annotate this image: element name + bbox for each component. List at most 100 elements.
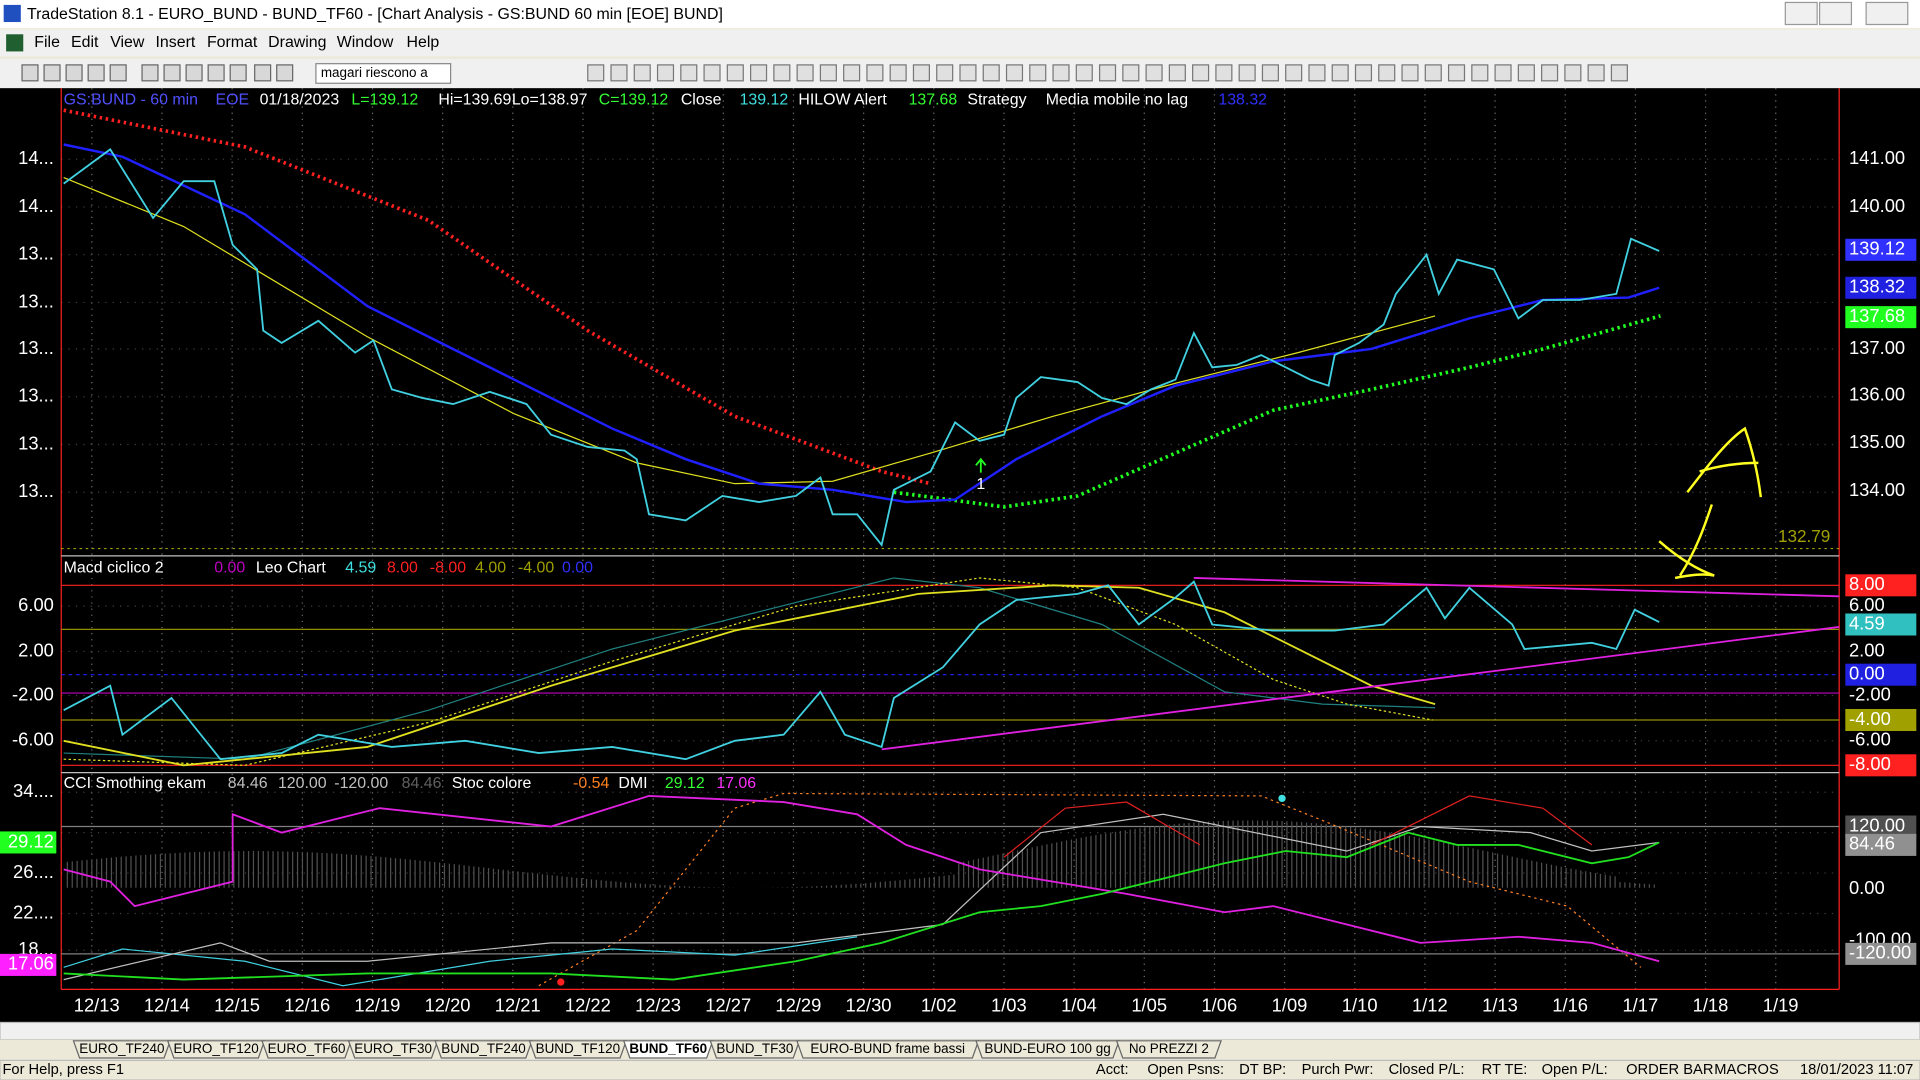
scrollbar[interactable]: [0, 1021, 1920, 1041]
toolbar-button[interactable]: [276, 64, 294, 82]
toolbar-button[interactable]: [889, 64, 907, 82]
tab-label[interactable]: BUND_TF60: [629, 1041, 707, 1056]
toolbar-button[interactable]: [959, 64, 977, 82]
tab[interactable]: [72, 1040, 172, 1059]
maximize[interactable]: [1818, 1, 1853, 26]
toolbar-button[interactable]: [1145, 64, 1163, 82]
legend-item: 137.68: [909, 92, 958, 109]
tab-label[interactable]: BUND-EURO 100 gg: [984, 1041, 1110, 1056]
toolbar-button[interactable]: [633, 64, 651, 82]
toolbar-button[interactable]: [163, 64, 181, 82]
menu-item[interactable]: File: [34, 34, 60, 51]
toolbar-button[interactable]: [1564, 64, 1582, 82]
menu-item[interactable]: Insert: [156, 34, 196, 51]
toolbar-button[interactable]: [1541, 64, 1559, 82]
toolbar-button[interactable]: [1610, 64, 1628, 82]
toolbar-button[interactable]: [1471, 64, 1489, 82]
toolbar-button[interactable]: [1238, 64, 1256, 82]
toolbar-button[interactable]: [1308, 64, 1326, 82]
toolbar-button[interactable]: [750, 64, 768, 82]
toolbar-button[interactable]: [1029, 64, 1047, 82]
legend-item: 0.00: [214, 559, 245, 576]
status-item: Closed P/L:: [1389, 1062, 1465, 1078]
toolbar-button[interactable]: [21, 64, 39, 82]
toolbar-button[interactable]: [843, 64, 861, 82]
menu-item[interactable]: Format: [207, 34, 258, 51]
toolbar-button[interactable]: [1354, 64, 1373, 82]
tab[interactable]: [528, 1040, 628, 1059]
tab-label[interactable]: BUND_TF120: [536, 1041, 620, 1056]
menu-item[interactable]: Drawing: [268, 34, 326, 51]
toolbar-button[interactable]: [1285, 64, 1303, 82]
close[interactable]: [1865, 1, 1909, 26]
tab[interactable]: [975, 1040, 1120, 1059]
toolbar-button[interactable]: [656, 64, 675, 82]
tab-label[interactable]: EURO_TF60: [268, 1041, 346, 1056]
menu-item[interactable]: Help: [407, 34, 440, 51]
combo-box[interactable]: [315, 63, 452, 84]
toolbar-button[interactable]: [936, 64, 954, 82]
toolbar-button[interactable]: [703, 64, 721, 82]
tab[interactable]: [347, 1040, 439, 1059]
toolbar-button[interactable]: [1122, 64, 1140, 82]
toolbar-button[interactable]: [1215, 64, 1233, 82]
toolbar-button[interactable]: [65, 64, 83, 82]
toolbar-button[interactable]: [207, 64, 225, 82]
tab[interactable]: [709, 1040, 801, 1059]
toolbar-button[interactable]: [726, 64, 744, 82]
toolbar-button[interactable]: [773, 64, 791, 82]
tab-label[interactable]: BUND_TF240: [441, 1041, 525, 1056]
toolbar-button[interactable]: [1005, 64, 1024, 82]
toolbar-button[interactable]: [866, 64, 884, 82]
toolbar-button[interactable]: [1447, 64, 1466, 82]
axis-label-box: [1845, 754, 1917, 777]
toolbar-button[interactable]: [254, 64, 272, 82]
toolbar-button[interactable]: [1378, 64, 1396, 82]
tab-label[interactable]: EURO_TF30: [354, 1041, 432, 1056]
toolbar-button[interactable]: [1098, 64, 1117, 82]
toolbar-button[interactable]: [1192, 64, 1210, 82]
menu-item[interactable]: Edit: [71, 34, 99, 51]
toolbar-button[interactable]: [1401, 64, 1419, 82]
toolbar-button[interactable]: [1424, 64, 1442, 82]
tab-label[interactable]: EURO_TF240: [79, 1041, 164, 1056]
toolbar-button[interactable]: [87, 64, 105, 82]
window-controls[interactable]: [1784, 1, 1909, 26]
tab[interactable]: [434, 1040, 533, 1059]
tab[interactable]: [166, 1040, 266, 1059]
axis-label: 135.00: [1849, 431, 1905, 452]
tab[interactable]: [261, 1040, 352, 1059]
toolbar-button[interactable]: [680, 64, 698, 82]
tab[interactable]: [796, 1040, 980, 1059]
toolbar-button[interactable]: [1168, 64, 1186, 82]
menu-item[interactable]: Window: [337, 34, 394, 51]
toolbar-button[interactable]: [819, 64, 837, 82]
toolbar-button[interactable]: [1587, 64, 1605, 82]
toolbar-button[interactable]: [1494, 64, 1512, 82]
tab-label[interactable]: EURO_TF120: [174, 1041, 259, 1056]
date-label: 1/16: [1552, 994, 1588, 1015]
toolbar-button[interactable]: [141, 64, 159, 82]
toolbar-button[interactable]: [982, 64, 1000, 82]
toolbar-button[interactable]: [1075, 64, 1093, 82]
minimize[interactable]: [1784, 1, 1818, 26]
menu-item[interactable]: View: [110, 34, 145, 51]
toolbar-button[interactable]: [109, 64, 127, 82]
toolbar-button[interactable]: [587, 64, 605, 82]
tab-label[interactable]: BUND_TF30: [716, 1041, 793, 1056]
toolbar-button[interactable]: [1331, 64, 1349, 82]
tab-label[interactable]: No PREZZI 2: [1129, 1041, 1209, 1056]
toolbar-button[interactable]: [1052, 64, 1070, 82]
tab-label[interactable]: EURO-BUND frame bassi: [810, 1041, 965, 1056]
toolbar-button[interactable]: [1261, 64, 1279, 82]
toolbar-button[interactable]: [912, 64, 930, 82]
toolbar-button[interactable]: [796, 64, 814, 82]
tab[interactable]: [622, 1040, 714, 1059]
toolbar-button[interactable]: [610, 64, 628, 82]
toolbar-button[interactable]: [185, 64, 203, 82]
toolbar-button[interactable]: [43, 64, 61, 82]
toolbar-button[interactable]: [1517, 64, 1535, 82]
tab[interactable]: [1115, 1040, 1222, 1059]
signal-label: 1: [976, 476, 985, 493]
toolbar-button[interactable]: [229, 64, 247, 82]
